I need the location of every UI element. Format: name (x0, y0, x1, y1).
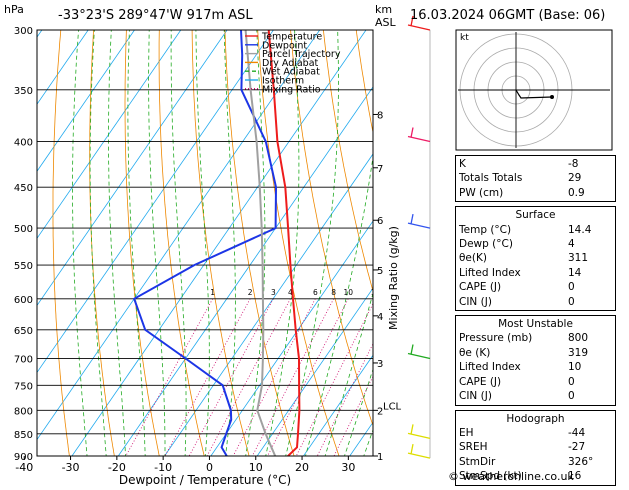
mixing-ratio-label: 3 (271, 288, 276, 297)
isotherm-line (0, 30, 227, 458)
mixing-ratio-axis-label: Mixing Ratio (g/kg) (387, 226, 400, 330)
wind-barb-flag (411, 128, 413, 138)
wind-barb-flag (411, 214, 413, 224)
dry-adiabat-line (323, 30, 429, 458)
index-row: K-8 (459, 157, 612, 171)
mixing-ratio-label: 8 (331, 288, 336, 297)
mu-row: CAPE (J)0 (459, 375, 612, 389)
hodo-row: EH-44 (459, 426, 612, 440)
wet-adiabat-line (149, 30, 165, 458)
km-tick-label: 7 (377, 164, 383, 175)
legend-label: Mixing Ratio (262, 84, 321, 95)
surface-box: Surface Temp (°C)14.4 Dewp (°C)4 θe(K)31… (455, 206, 616, 311)
wind-barb-flag (411, 444, 413, 454)
wet-adiabat-line (171, 30, 186, 458)
pressure-tick-label: 500 (14, 224, 33, 235)
dry-adiabat-line (619, 30, 629, 458)
isotherm-line (71, 30, 367, 458)
hodo-row: SREH-27 (459, 440, 612, 454)
height-unit-asl: ASL (375, 16, 396, 29)
temp-tick-label: -40 (15, 461, 33, 474)
mixing-ratio-label: 15 (371, 288, 381, 297)
pressure-tick-label: 300 (14, 26, 33, 37)
mixing-ratio-label: 1 (210, 288, 215, 297)
height-unit: km (375, 3, 392, 16)
surface-title: Surface (459, 208, 612, 222)
pressure-unit: hPa (4, 3, 24, 16)
temp-tick-label: 20 (295, 461, 309, 474)
pressure-tick-label: 550 (14, 261, 33, 272)
pressure-tick-label: 400 (14, 138, 33, 149)
wet-adiabat-line (90, 30, 106, 458)
most-unstable-box: Most Unstable Pressure (mb)800 θe (K)319… (455, 315, 616, 405)
pressure-tick-label: 600 (14, 295, 33, 306)
dry-adiabat-line (90, 30, 115, 458)
wet-adiabat-line (109, 30, 126, 458)
wind-barb-flag (411, 424, 413, 434)
dry-adiabat-line (53, 30, 70, 458)
hodograph-title: Hodograph (459, 412, 612, 426)
mixing-ratio-label: 6 (313, 288, 318, 297)
hodograph-point (550, 95, 554, 99)
surface-row: CAPE (J)0 (459, 280, 612, 294)
mu-row: Pressure (mb)800 (459, 331, 612, 345)
pressure-tick-label: 650 (14, 326, 33, 337)
temp-tick-label: -30 (62, 461, 80, 474)
wind-barb-flag (411, 345, 413, 355)
surface-row: Dewp (°C)4 (459, 237, 612, 251)
km-tick-label: 6 (377, 216, 383, 227)
km-tick-label: 3 (377, 359, 383, 370)
pressure-tick-label: 850 (14, 430, 33, 441)
pressure-tick-label: 450 (14, 183, 33, 194)
x-axis-label: Dewpoint / Temperature (°C) (119, 473, 291, 486)
wet-adiabat-line (344, 30, 472, 458)
temp-tick-label: 30 (341, 461, 355, 474)
km-tick-label: 1 (377, 452, 383, 463)
surface-row: CIN (J)0 (459, 295, 612, 309)
mixing-ratio-label: 2 (248, 288, 253, 297)
pressure-tick-label: 350 (14, 86, 33, 97)
km-tick-label: 4 (377, 312, 383, 323)
mu-row: θe (K)319 (459, 346, 612, 360)
surface-row: Temp (°C)14.4 (459, 223, 612, 237)
credit-text: © weatheronline.co.uk (448, 470, 574, 483)
index-row: PW (cm)0.9 (459, 186, 612, 200)
datetime-title: 16.03.2024 06GMT (Base: 06) (410, 8, 605, 23)
mu-row: CIN (J)0 (459, 389, 612, 403)
km-tick-label: 5 (377, 266, 383, 277)
pressure-tick-label: 750 (14, 381, 33, 392)
mixing-ratio-label: 10 (343, 288, 353, 297)
plot-frame (37, 30, 373, 456)
km-tick-label: 8 (377, 110, 383, 121)
dry-adiabat-line (159, 30, 205, 458)
surface-row: θe(K)311 (459, 251, 612, 265)
most-unstable-title: Most Unstable (459, 317, 612, 331)
mixing-ratio-label: 25 (407, 288, 417, 297)
lcl-label: LCL (383, 401, 402, 412)
pressure-tick-label: 700 (14, 355, 33, 366)
hodograph-unit: kt (460, 33, 469, 43)
wet-adiabat-line (73, 30, 88, 458)
pressure-tick-label: 800 (14, 406, 33, 417)
location-title: -33°23'S 289°47'W 917m ASL (58, 8, 253, 23)
wet-adiabat-line (324, 30, 430, 458)
